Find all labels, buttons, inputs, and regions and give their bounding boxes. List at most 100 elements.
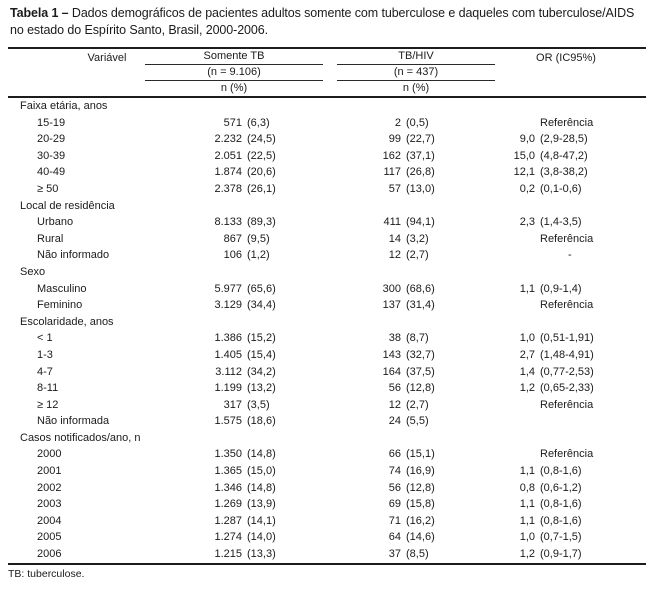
tb-count: 3.112 (215, 365, 242, 378)
tb-count: 1.365 (214, 465, 242, 478)
hiv-count: 74 (388, 465, 401, 478)
tb-count: 2.051 (214, 149, 242, 162)
or-value: 1,1 (519, 514, 535, 527)
or-ci: Referência (540, 398, 594, 411)
table-row: Urbano 8.133 (89,3) 411 (94,1) 2,3 (1,4-3,5) (8, 214, 646, 231)
hiv-percent: (16,9) (406, 465, 435, 478)
row-label: 2001 (37, 465, 62, 478)
row-label: 2000 (37, 448, 62, 461)
column-group-tb-hiv: TB/HIV (n = 437) n (%) (337, 49, 495, 96)
hiv-count: 38 (388, 332, 401, 345)
row-label: 8-11 (37, 382, 59, 395)
or-value: 0,2 (519, 182, 535, 195)
tb-percent: (22,5) (247, 149, 276, 162)
hiv-percent: (12,8) (406, 382, 435, 395)
group-tb-hiv-measure: n (%) (402, 82, 430, 94)
hiv-count: 12 (388, 249, 401, 262)
table-row: 2006 1.215 (13,3) 37 (8,5) 1,2 (0,9-1,7) (8, 546, 646, 563)
hiv-percent: (2,7) (406, 249, 429, 262)
column-header-or: OR (IC95%) (536, 52, 596, 64)
or-ci: (3,8-38,2) (540, 166, 588, 179)
tb-percent: (26,1) (247, 182, 276, 195)
or-ci: (0,51-1,91) (540, 332, 594, 345)
or-value: 9,0 (519, 133, 535, 146)
hiv-percent: (37,1) (406, 149, 435, 162)
row-label: Rural (37, 232, 64, 245)
or-value: 2,3 (519, 216, 535, 229)
or-value: 1,2 (519, 548, 535, 561)
tb-count: 1.350 (214, 448, 242, 461)
hiv-percent: (2,7) (406, 398, 429, 411)
section-label: Casos notificados/ano, n (20, 431, 141, 444)
tb-percent: (14,8) (247, 448, 276, 461)
or-ci: (0,6-1,2) (540, 481, 582, 494)
tb-percent: (15,2) (247, 332, 276, 345)
section-label: Faixa etária, anos (20, 100, 108, 112)
table-row: 2002 1.346 (14,8) 56 (12,8) 0,8 (0,6-1,2) (8, 480, 646, 497)
or-ci: Referência (540, 232, 594, 245)
or-value: 15,0 (513, 149, 535, 162)
table-row: Não informada 1.575 (18,6) 24 (5,5) (8, 413, 646, 430)
table-row: ≥ 50 2.378 (26,1) 57 (13,0) 0,2 (0,1-0,6) (8, 181, 646, 198)
group-tb-hiv-n: (n = 437) (337, 65, 495, 81)
tb-percent: (89,3) (247, 216, 276, 229)
table-row: 8-11 1.199 (13,2) 56 (12,8) 1,2 (0,65-2,33) (8, 380, 646, 397)
tb-count: 3.129 (214, 299, 242, 312)
or-ci: (0,9-1,7) (540, 548, 582, 561)
section-label: Sexo (20, 265, 46, 278)
table-footnote: TB: tuberculose. (8, 568, 85, 580)
tb-count: 1.874 (214, 166, 242, 179)
table-row: Masculino 5.977 (65,6) 300 (68,6) 1,1 (0,9-1,4… (8, 281, 646, 298)
row-label: 2003 (37, 498, 62, 511)
row-label: Urbano (37, 216, 74, 229)
hiv-count: 99 (388, 133, 401, 146)
tb-count: 571 (223, 116, 242, 129)
tb-percent: (65,6) (247, 282, 276, 295)
tb-count: 5.977 (214, 282, 242, 295)
or-ci: (0,8-1,6) (540, 498, 582, 511)
tb-percent: (14,8) (247, 481, 276, 494)
or-ci: (0,1-0,6) (540, 182, 582, 195)
hiv-count: 14 (388, 232, 401, 245)
hiv-count: 117 (383, 166, 401, 179)
table-row: Feminino 3.129 (34,4) 137 (31,4) Referência (8, 297, 646, 314)
row-label: Masculino (37, 282, 87, 295)
or-value: 2,7 (519, 348, 535, 361)
row-label: Feminino (37, 299, 83, 312)
tb-percent: (18,6) (247, 415, 276, 428)
hiv-count: 300 (382, 282, 401, 295)
hiv-count: 56 (388, 481, 401, 494)
hiv-count: 56 (388, 382, 401, 395)
section-row: Local de residência (8, 198, 646, 215)
hiv-percent: (0,5) (406, 116, 429, 129)
table-row: 40-49 1.874 (20,6) 117 (26,8) 12,1 (3,8-38,2) (8, 164, 646, 181)
table-row: 1-3 1.405 (15,4) 143 (32,7) 2,7 (1,48-4,91) (8, 347, 646, 364)
tb-percent: (13,2) (247, 382, 276, 395)
row-label: ≥ 50 (37, 182, 59, 195)
tb-percent: (20,6) (247, 166, 276, 179)
tb-percent: (6,3) (247, 116, 270, 129)
hiv-count: 12 (388, 398, 401, 411)
row-label: 2004 (37, 514, 62, 527)
tb-percent: (34,4) (247, 299, 276, 312)
hiv-percent: (12,8) (406, 481, 435, 494)
hiv-percent: (8,7) (406, 332, 429, 345)
tb-percent: (13,9) (247, 498, 276, 511)
hiv-percent: (68,6) (406, 282, 435, 295)
row-label: Não informada (37, 415, 110, 428)
tb-count: 1.215 (214, 548, 242, 561)
group-tb-hiv-title: TB/HIV (337, 49, 495, 65)
or-value: 1,1 (519, 465, 535, 478)
tb-count: 106 (223, 249, 242, 262)
hiv-count: 37 (388, 548, 401, 561)
row-label: 2005 (37, 531, 62, 544)
tb-count: 1.575 (214, 415, 242, 428)
tb-count: 1.386 (214, 332, 242, 345)
hiv-percent: (94,1) (406, 216, 435, 229)
column-header-variavel: Variável (87, 52, 127, 64)
hiv-percent: (31,4) (406, 299, 435, 312)
or-ci: (4,8-47,2) (540, 149, 588, 162)
table-row: < 1 1.386 (15,2) 38 (8,7) 1,0 (0,51-1,91) (8, 330, 646, 347)
hiv-count: 24 (388, 415, 401, 428)
or-value: 1,0 (519, 531, 535, 544)
